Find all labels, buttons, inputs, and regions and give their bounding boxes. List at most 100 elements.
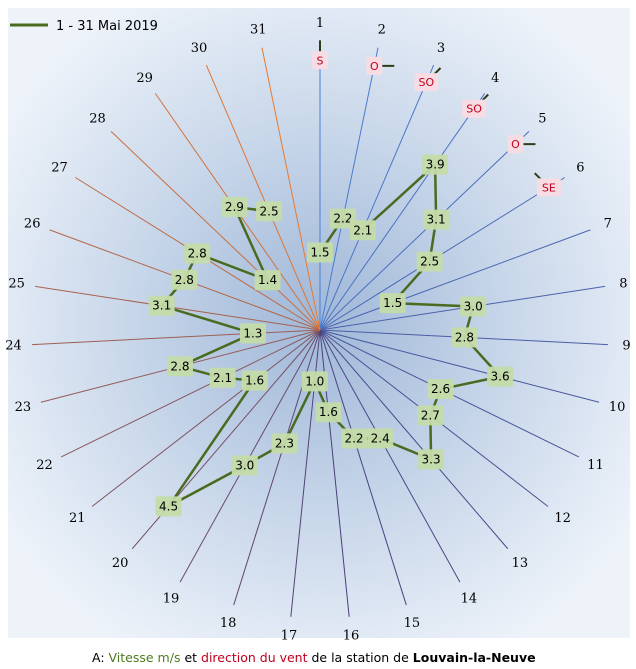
day-label-26: 26 [24, 216, 41, 231]
value-label-day-5: 3.1 [427, 213, 446, 227]
day-label-31: 31 [250, 22, 267, 37]
spoke-day-24 [32, 329, 321, 346]
value-label-day-26: 2.8 [175, 273, 194, 287]
value-box-day-9 [451, 327, 478, 348]
day-label-5: 5 [538, 112, 546, 127]
data-point-day-20: 4.5 [155, 496, 182, 517]
spoke-day-25 [34, 285, 321, 331]
value-label-day-14: 2.4 [371, 431, 390, 445]
day-label-21: 21 [69, 511, 86, 526]
day-label-2: 2 [378, 22, 386, 37]
data-point-day-17: 1.0 [301, 371, 328, 392]
direction-box-day-4 [462, 99, 487, 118]
caption-prefix: A: [92, 650, 109, 665]
caption-speed: Vitesse m/s [109, 650, 181, 665]
value-box-day-8 [460, 296, 487, 317]
data-point-day-14: 2.4 [367, 428, 394, 449]
day-label-29: 29 [136, 71, 153, 86]
value-box-day-28 [254, 270, 281, 291]
spoke-day-3 [319, 64, 435, 331]
caption-rest: de la station de [308, 650, 413, 665]
direction-day-3: SO [414, 67, 442, 92]
spoke-day-14 [319, 329, 461, 583]
data-point-day-9: 2.8 [451, 327, 478, 348]
day-label-9: 9 [622, 339, 630, 354]
day-label-8: 8 [619, 277, 627, 292]
data-point-day-22: 2.1 [209, 367, 236, 388]
value-label-day-16: 1.6 [319, 405, 338, 419]
day-label-16: 16 [343, 628, 360, 643]
value-box-day-12 [417, 405, 444, 426]
day-label-20: 20 [112, 556, 129, 571]
spoke-day-5 [319, 131, 530, 331]
value-label-day-1: 1.5 [310, 246, 329, 260]
value-label-day-8: 3.0 [464, 300, 483, 314]
value-labels-group: 1.52.22.13.93.12.51.5 3.02.83.62.62.73.32… [148, 154, 514, 517]
value-label-day-13: 3.3 [422, 452, 441, 466]
data-point-day-2: 2.2 [329, 208, 356, 229]
value-label-day-7: 1.5 [383, 296, 402, 310]
caption-direction: direction du vent [201, 650, 308, 665]
value-box-day-25 [148, 295, 175, 316]
direction-label-day-6: SE [542, 181, 556, 194]
direction-day-4: SO [462, 93, 489, 118]
day-label-27: 27 [51, 161, 68, 176]
caption-station: Louvain-la-Neuve [413, 650, 536, 665]
day-label-22: 22 [36, 458, 53, 473]
value-label-day-30: 2.5 [260, 204, 279, 218]
data-point-day-12: 2.7 [417, 405, 444, 426]
data-point-day-24: 1.3 [239, 323, 266, 344]
data-point-day-1: 1.5 [307, 242, 333, 263]
value-box-day-10 [487, 366, 514, 387]
direction-label-day-4: SO [466, 103, 482, 116]
direction-box-day-5 [507, 135, 524, 154]
value-box-day-18 [271, 433, 298, 454]
data-point-day-3: 2.1 [349, 220, 376, 241]
value-box-day-20 [155, 496, 182, 517]
legend: 1 - 31 Mai 2019 [10, 19, 158, 34]
value-label-day-15: 2.2 [344, 431, 363, 445]
value-label-day-24: 1.3 [243, 326, 262, 340]
spoke-day-22 [60, 329, 321, 458]
data-point-day-11: 2.6 [427, 379, 454, 400]
value-label-day-27: 2.8 [188, 246, 207, 260]
value-label-day-19: 3.0 [235, 459, 254, 473]
direction-label-day-5: O [511, 138, 520, 151]
data-point-day-13: 3.3 [418, 449, 445, 470]
caption-and: et [180, 650, 201, 665]
spoke-day-4 [319, 93, 486, 331]
value-box-day-24 [239, 323, 266, 344]
value-label-day-11: 2.6 [431, 382, 450, 396]
value-box-day-4 [422, 154, 449, 175]
value-box-day-23 [166, 356, 193, 377]
data-point-day-19: 3.0 [231, 455, 258, 476]
data-point-day-26: 2.8 [171, 269, 198, 290]
value-box-day-29 [221, 197, 248, 218]
value-label-day-6: 2.5 [420, 255, 439, 269]
data-point-day-6: 2.5 [416, 251, 443, 272]
day-label-25: 25 [8, 277, 25, 292]
data-point-day-25: 3.1 [148, 295, 175, 316]
value-box-day-7 [379, 293, 406, 314]
day-label-4: 4 [491, 71, 499, 86]
value-box-day-22 [209, 367, 236, 388]
value-box-day-2 [329, 208, 356, 229]
value-box-day-21 [241, 370, 268, 391]
data-point-day-4: 3.9 [422, 154, 449, 175]
spoke-day-15 [319, 329, 407, 606]
direction-day-2: O [366, 56, 395, 75]
day-label-14: 14 [461, 591, 478, 606]
value-box-day-11 [427, 379, 454, 400]
day-label-17: 17 [281, 628, 298, 643]
day-label-7: 7 [604, 216, 612, 231]
data-point-day-18: 2.3 [271, 433, 298, 454]
value-box-day-16 [315, 402, 342, 423]
day-label-15: 15 [404, 616, 421, 631]
caption: A: Vitesse m/s et direction du vent de l… [92, 650, 536, 665]
spoke-day-30 [205, 64, 321, 331]
data-point-day-15: 2.2 [341, 428, 368, 449]
data-point-day-21: 1.6 [241, 370, 268, 391]
spoke-day-21 [91, 329, 321, 507]
